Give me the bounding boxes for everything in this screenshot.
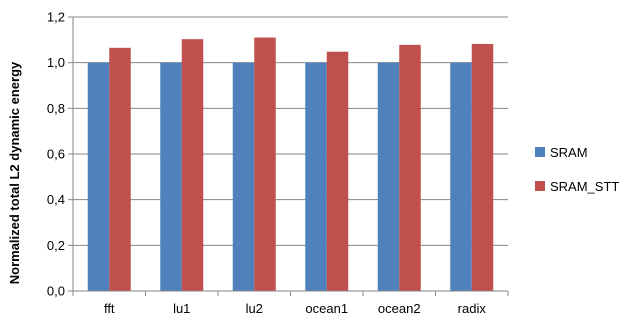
legend-label: SRAM_STT bbox=[550, 179, 619, 194]
bars bbox=[87, 37, 494, 292]
gridlines bbox=[73, 16, 508, 246]
x-tick-label: ocean2 bbox=[378, 301, 421, 316]
x-tick-label: fft bbox=[104, 301, 115, 316]
x-tick-label: lu1 bbox=[173, 301, 190, 316]
y-tick-label: 0,4 bbox=[47, 192, 65, 207]
legend-label: SRAM bbox=[550, 145, 588, 160]
bar-sram-stt-lu2 bbox=[254, 37, 276, 291]
bar-sram-stt-lu1 bbox=[181, 39, 204, 292]
y-tick-label: 0,0 bbox=[47, 284, 65, 299]
bar-sram-stt-radix bbox=[471, 43, 494, 292]
y-tick-label: 0,6 bbox=[47, 147, 65, 162]
legend: SRAM SRAM_STT bbox=[535, 145, 619, 194]
x-tick-label: lu2 bbox=[246, 301, 263, 316]
x-tick-label: ocean1 bbox=[305, 301, 348, 316]
y-tick-label: 0,2 bbox=[47, 238, 65, 253]
legend-swatch bbox=[535, 181, 545, 191]
x-tick-label: radix bbox=[458, 301, 487, 316]
bar-sram-lu1 bbox=[160, 62, 182, 291]
y-tick-label: 1,0 bbox=[47, 55, 65, 70]
y-axis-title: Normalized total L2 dynamic energy bbox=[7, 61, 22, 284]
bar-sram-stt-ocean1 bbox=[326, 51, 349, 291]
y-tick-label: 1,2 bbox=[47, 10, 65, 25]
bar-sram-stt-fft bbox=[109, 47, 131, 292]
legend-swatch bbox=[535, 147, 545, 157]
bar-sram-stt-ocean2 bbox=[399, 44, 421, 292]
bar-sram-ocean1 bbox=[305, 62, 327, 291]
bar-sram-radix bbox=[450, 62, 472, 291]
y-tick-label: 0,8 bbox=[47, 101, 65, 116]
axes: 0,0 0,2 0,4 0,6 0,8 1,0 1,2 fft lu1 lu2 ocean1 ocea… bbox=[47, 10, 509, 316]
bar-sram-fft bbox=[87, 62, 110, 291]
bar-sram-lu2 bbox=[232, 62, 255, 291]
bar-sram-ocean2 bbox=[377, 62, 400, 291]
